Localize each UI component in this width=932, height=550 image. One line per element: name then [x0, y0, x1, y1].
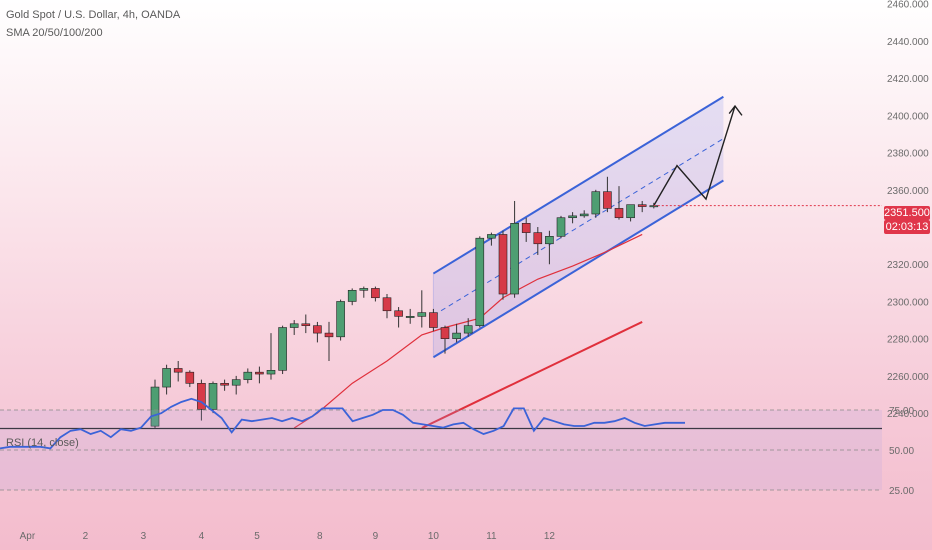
x-tick-label: Apr	[20, 531, 36, 542]
candle-body[interactable]	[313, 325, 322, 334]
candle-body[interactable]	[498, 234, 508, 295]
x-tick-label: 2	[83, 531, 89, 542]
candle-body[interactable]	[452, 332, 461, 339]
y-tick-label: 2440.000	[887, 37, 929, 48]
candle-body[interactable]	[521, 223, 531, 233]
candle-body[interactable]	[185, 371, 195, 384]
candle-body[interactable]	[278, 327, 287, 371]
y-tick-label: 2360.000	[887, 186, 929, 197]
x-tick-label: 12	[544, 531, 556, 542]
x-tick-label: 10	[428, 531, 440, 542]
chart-title: Gold Spot / U.S. Dollar, 4h, OANDA	[6, 9, 181, 21]
candle-body[interactable]	[197, 383, 206, 410]
candle-body[interactable]	[150, 386, 160, 427]
candle-body[interactable]	[545, 236, 554, 245]
rsi-level-label: 50.00	[889, 446, 914, 457]
y-tick-label: 2380.000	[887, 149, 929, 160]
y-tick-label: 2260.000	[887, 372, 929, 383]
candle-body[interactable]	[568, 215, 577, 219]
candle-body[interactable]	[371, 288, 380, 299]
sma-short-line	[293, 233, 643, 428]
candle-body[interactable]	[405, 316, 415, 318]
candle-body[interactable]	[255, 371, 264, 375]
rsi-level-label: 75.00	[889, 406, 914, 417]
y-tick-label: 2460.000	[887, 0, 929, 11]
candle-body[interactable]	[336, 301, 345, 338]
candle-body[interactable]	[533, 232, 543, 245]
candle-body[interactable]	[475, 237, 485, 326]
candle-body[interactable]	[510, 223, 519, 295]
sma-long-line	[421, 321, 643, 428]
rsi-legend[interactable]: RSI (14, close)	[6, 437, 79, 449]
candle-body[interactable]	[579, 213, 589, 217]
candle-body[interactable]	[614, 208, 624, 219]
y-tick-label: 2420.000	[887, 74, 929, 85]
candle-body[interactable]	[603, 191, 612, 209]
candle-body[interactable]	[637, 204, 647, 207]
candle-body[interactable]	[208, 383, 218, 410]
candle-body[interactable]	[463, 325, 473, 334]
x-tick-label: 11	[486, 531, 497, 542]
candle-body[interactable]	[429, 312, 438, 328]
y-tick-label: 2280.000	[887, 335, 929, 346]
candle-body[interactable]	[417, 312, 427, 317]
rsi-level-label: 25.00	[889, 486, 914, 497]
last-price-tag: 2351.500	[884, 206, 930, 220]
projection-path[interactable]	[653, 104, 743, 206]
candle-body[interactable]	[220, 383, 229, 386]
candle-body[interactable]	[394, 310, 403, 317]
channel-lower-line[interactable]	[432, 179, 724, 359]
x-tick-label: 4	[199, 531, 205, 542]
indicator-legend[interactable]: SMA 20/50/100/200	[6, 27, 103, 39]
candle-body[interactable]	[289, 323, 299, 328]
bar-countdown-tag: 02:03:13	[884, 220, 930, 234]
x-tick-label: 9	[373, 531, 379, 542]
candle-body[interactable]	[347, 289, 357, 302]
candle-body[interactable]	[231, 379, 241, 386]
rsi-line	[0, 397, 685, 450]
candle-body[interactable]	[382, 297, 392, 312]
y-tick-label: 2400.000	[887, 111, 929, 122]
candle-body[interactable]	[487, 234, 496, 239]
y-tick-label: 2320.000	[887, 260, 929, 271]
candle-body[interactable]	[359, 288, 369, 291]
candle-body[interactable]	[591, 191, 601, 215]
candle-body[interactable]	[301, 323, 311, 326]
candle-body[interactable]	[626, 204, 635, 219]
candle-body[interactable]	[556, 217, 566, 237]
x-tick-label: 3	[141, 531, 147, 542]
x-tick-label: 8	[317, 531, 323, 542]
y-tick-label: 2300.000	[887, 297, 929, 308]
candle-body[interactable]	[266, 370, 276, 375]
candle-body[interactable]	[324, 332, 334, 338]
candle-body[interactable]	[173, 368, 183, 373]
y-tick-label: 2240.000	[887, 409, 929, 420]
candle-body[interactable]	[440, 327, 450, 339]
x-tick-label: 5	[254, 531, 260, 542]
candle-body[interactable]	[162, 368, 171, 388]
candle-body[interactable]	[243, 371, 253, 380]
